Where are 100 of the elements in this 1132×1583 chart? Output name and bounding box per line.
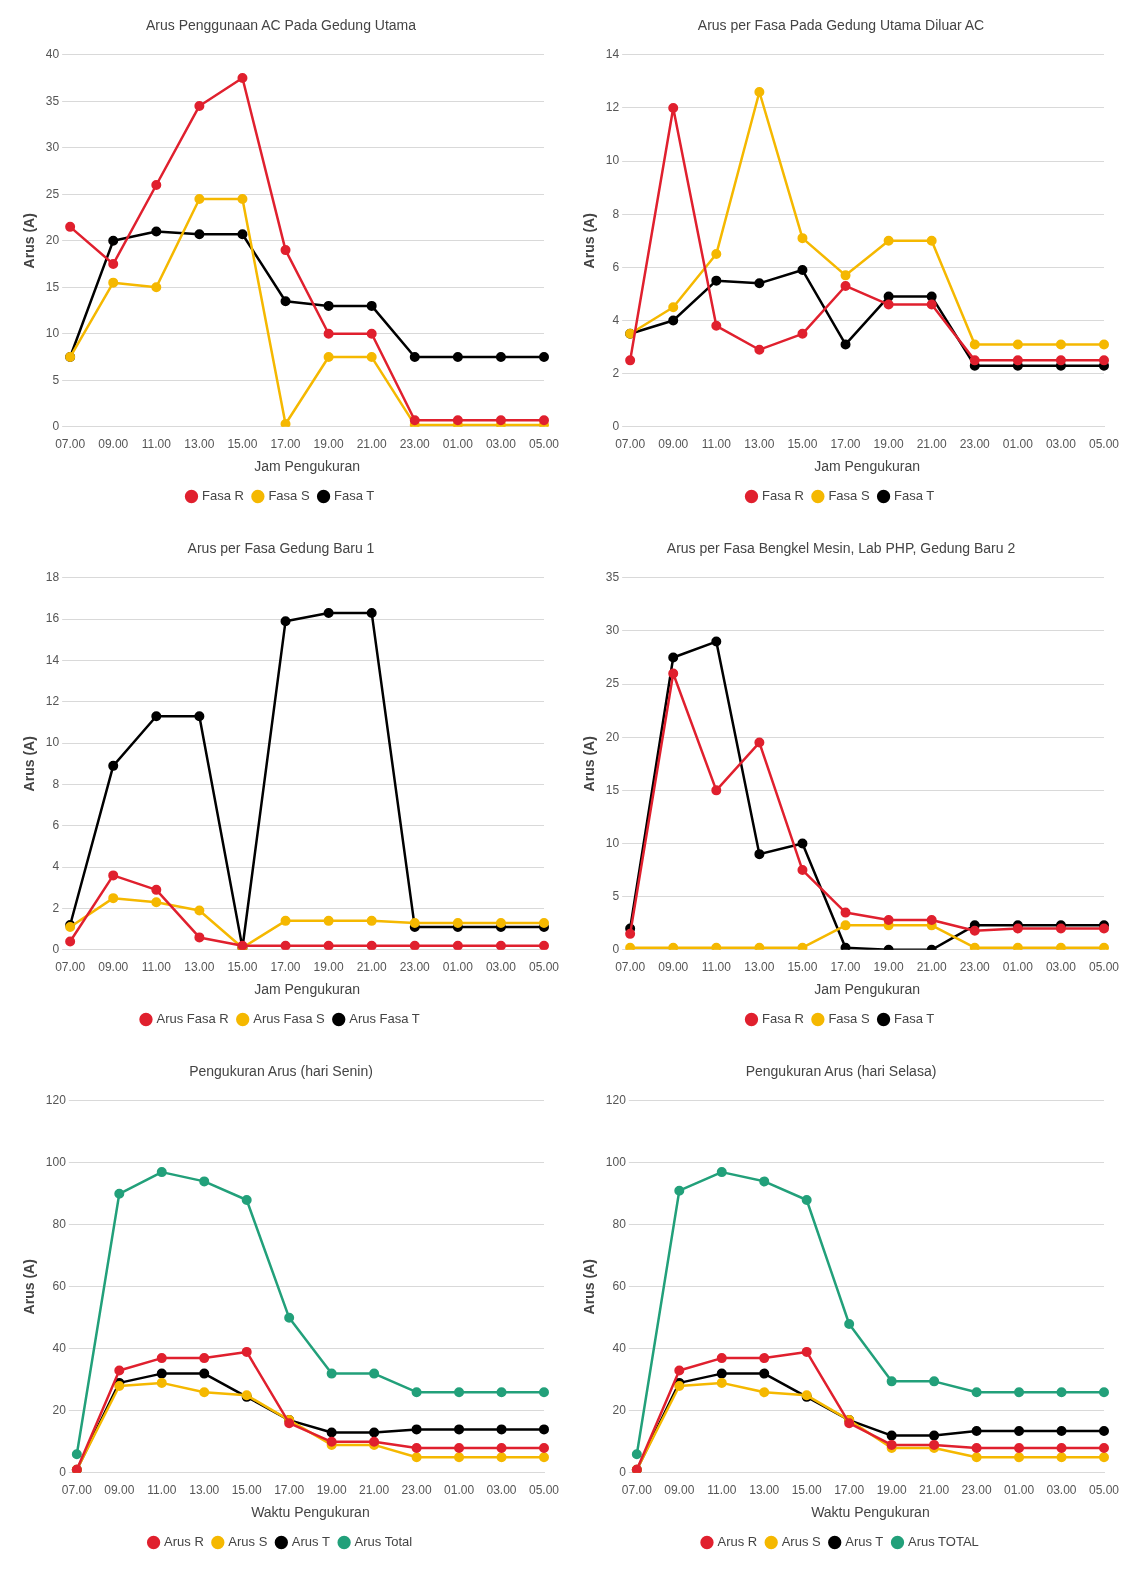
x-tick-label: 19.00 [316,1483,347,1498]
y-tick-label: 12 [605,100,620,115]
x-tick-label: 17.00 [270,437,301,452]
chart-title: Arus per Fasa Bengkel Mesin, Lab PHP, Gedung Baru 2 [666,540,1016,557]
x-tick-label: 07.00 [615,437,646,452]
x-tick-label: 15.00 [231,1483,263,1498]
x-tick-label: 13.00 [744,437,775,452]
x-tick-label: 05.00 [528,1483,560,1498]
legend-label: Arus Total [354,1534,413,1550]
x-tick-label: 09.00 [98,437,129,452]
y-tick-label: 0 [59,1465,67,1480]
legend-label: Fasa R [761,488,804,504]
x-tick-label: 17.00 [830,960,861,975]
legend-label: Fasa R [201,488,244,504]
y-tick-label: 10 [605,153,620,168]
y-tick-label: 6 [612,259,620,274]
y-tick-label: 15 [605,782,620,797]
x-tick-label: 15.00 [227,960,258,975]
y-tick-label: 0 [52,942,60,957]
x-tick-label: 13.00 [184,437,215,452]
x-tick-label: 07.00 [55,437,86,452]
x-tick-label: 21.00 [356,437,388,452]
x-tick-label: 13.00 [749,1483,780,1498]
x-tick-label: 21.00 [359,1483,390,1498]
chart-title: Pengukuran Arus (hari Selasa) [745,1063,937,1080]
y-tick-label: 10 [45,735,60,750]
x-tick-label: 05.00 [528,960,560,975]
x-tick-label: 01.00 [442,960,474,975]
y-tick-label: 120 [605,1093,627,1108]
y-tick-label: 40 [612,1341,627,1356]
y-tick-label: 100 [605,1155,627,1170]
y-tick-label: 8 [52,776,60,791]
legend-label: Arus R [717,1534,758,1550]
y-tick-label: 5 [52,372,60,387]
x-axis-title: Waktu Pengukuran [811,1504,930,1521]
legend-label: Arus Fasa T [349,1011,420,1027]
y-tick-label: 4 [52,859,60,874]
x-tick-label: 01.00 [1002,437,1034,452]
y-tick-label: 20 [612,1403,627,1418]
x-tick-label: 03.00 [486,1483,517,1498]
x-tick-label: 15.00 [227,437,258,452]
y-tick-label: 100 [45,1155,67,1170]
chart-title: Pengukuran Arus (hari Senin) [189,1063,373,1080]
x-tick-label: 23.00 [959,960,991,975]
x-tick-label: 09.00 [658,960,689,975]
x-tick-label: 17.00 [830,437,861,452]
y-tick-label: 15 [45,279,60,294]
x-tick-label: 15.00 [787,437,818,452]
x-tick-label: 23.00 [399,960,431,975]
x-tick-label: 21.00 [916,960,948,975]
y-tick-label: 5 [612,888,620,903]
x-tick-label: 23.00 [401,1483,432,1498]
x-tick-label: 21.00 [919,1483,950,1498]
y-tick-label: 0 [52,419,60,434]
chart-title: Arus Penggunaan AC Pada Gedung Utama [145,17,417,34]
y-tick-label: 30 [605,623,620,638]
x-tick-label: 23.00 [959,437,991,452]
x-tick-label: 03.00 [1045,960,1077,975]
x-axis-title: Jam Pengukuran [254,458,360,475]
y-axis-title: Arus (A) [21,1259,38,1315]
x-tick-label: 23.00 [961,1483,992,1498]
x-tick-label: 11.00 [701,960,732,975]
y-tick-label: 14 [605,47,620,62]
x-tick-label: 19.00 [313,960,344,975]
x-tick-label: 07.00 [61,1483,93,1498]
y-tick-label: 25 [605,676,620,691]
x-tick-label: 17.00 [834,1483,865,1498]
x-tick-label: 05.00 [1088,1483,1120,1498]
x-tick-label: 17.00 [274,1483,305,1498]
x-tick-label: 09.00 [664,1483,695,1498]
legend-label: Arus R [164,1534,204,1550]
y-tick-label: 6 [52,818,60,833]
y-tick-label: 60 [52,1279,67,1294]
y-tick-label: 0 [612,942,620,957]
legend-label: Fasa T [894,1011,935,1027]
y-tick-label: 20 [45,233,60,248]
x-axis-title: Waktu Pengukuran [251,1504,370,1521]
x-tick-label: 09.00 [104,1483,135,1498]
legend-label: Arus Fasa S [253,1011,326,1027]
x-tick-label: 13.00 [184,960,215,975]
legend-label: Arus Fasa R [156,1011,229,1027]
y-tick-label: 18 [45,570,60,585]
x-tick-label: 19.00 [313,437,344,452]
x-tick-label: 23.00 [399,437,431,452]
x-tick-label: 03.00 [1046,1483,1077,1498]
y-axis-title: Arus (A) [21,736,38,792]
y-tick-label: 60 [612,1279,627,1294]
x-tick-label: 11.00 [707,1483,737,1498]
x-tick-label: 11.00 [147,1483,177,1498]
x-tick-label: 11.00 [141,437,172,452]
y-tick-label: 20 [605,729,620,744]
y-tick-label: 25 [45,186,60,201]
legend-label: Arus TOTAL [907,1534,979,1550]
legend-label: Arus T [291,1534,330,1550]
y-tick-label: 80 [52,1217,67,1232]
x-tick-label: 13.00 [744,960,775,975]
x-tick-label: 03.00 [1045,437,1077,452]
x-axis-title: Jam Pengukuran [254,981,360,998]
chart-title: Arus per Fasa Pada Gedung Utama Diluar AC [697,17,985,34]
y-axis-title: Arus (A) [581,1259,598,1315]
